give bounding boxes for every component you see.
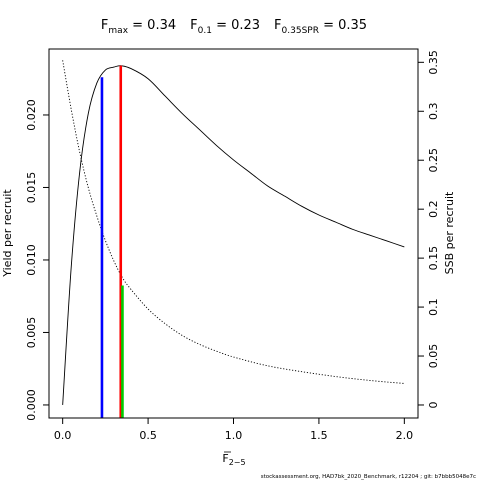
x-axis-title: F2−5 xyxy=(222,452,245,467)
y-left-tick-label: 0.010 xyxy=(25,244,38,276)
fmax-label: F xyxy=(101,18,108,33)
y-left-tick-label: 0.000 xyxy=(25,389,38,421)
y-right-tick-label: 0.25 xyxy=(427,148,440,173)
y-right-tick-label: 0.1 xyxy=(427,298,440,316)
f01-value: = 0.23 xyxy=(212,18,260,33)
fspr-subscript: 0.35SPR xyxy=(282,26,319,36)
y-right-tick-label: 0.2 xyxy=(427,200,440,218)
fmax-subscript: max xyxy=(108,26,128,36)
y-right-tick-label: 0.35 xyxy=(427,50,440,75)
fmax-value: = 0.34 xyxy=(128,18,176,33)
ssb-per-recruit-line xyxy=(62,60,405,384)
axes: 0.0 0.5 1.0 1.5 2.0 0.000 0.005 0.010 0.015 0.020… xyxy=(25,50,440,442)
f01-label: F xyxy=(190,18,197,33)
plot-frame xyxy=(48,48,419,419)
x-tick-label: 0.0 xyxy=(54,429,72,442)
fspr-value: = 0.35 xyxy=(319,18,367,33)
chart-title: Fmax = 0.34 F0.1 = 0.23 F0.35SPR = 0.35 xyxy=(101,18,367,36)
y-right-tick-label: 0.15 xyxy=(427,246,440,271)
x-tick-label: 1.0 xyxy=(225,429,243,442)
fspr-label: F xyxy=(274,18,281,33)
y-axis-right-title: SSB per recruit xyxy=(443,191,456,274)
y-right-tick-label: 0.05 xyxy=(427,344,440,369)
f01-subscript: 0.1 xyxy=(198,26,212,36)
x-tick-label: 2.0 xyxy=(396,429,414,442)
y-right-tick-label: 0 xyxy=(427,401,440,408)
y-axis-left-title: Yield per recruit xyxy=(1,189,14,278)
footer-credit: stockassessment.org, HAD7bk_2020_Benchma… xyxy=(261,474,476,480)
y-left-tick-label: 0.005 xyxy=(25,317,38,349)
y-left-tick-label: 0.015 xyxy=(25,172,38,204)
y-right-tick-label: 0.3 xyxy=(427,103,440,121)
yield-per-recruit-line xyxy=(62,65,405,405)
x-axis-title-main: F xyxy=(222,452,228,465)
series-layer xyxy=(62,60,405,405)
x-tick-label: 1.5 xyxy=(310,429,328,442)
y-left-tick-label: 0.020 xyxy=(25,99,38,130)
x-axis-title-sub: 2−5 xyxy=(229,458,246,467)
reference-lines xyxy=(100,65,124,418)
x-tick-label: 0.5 xyxy=(139,429,157,442)
